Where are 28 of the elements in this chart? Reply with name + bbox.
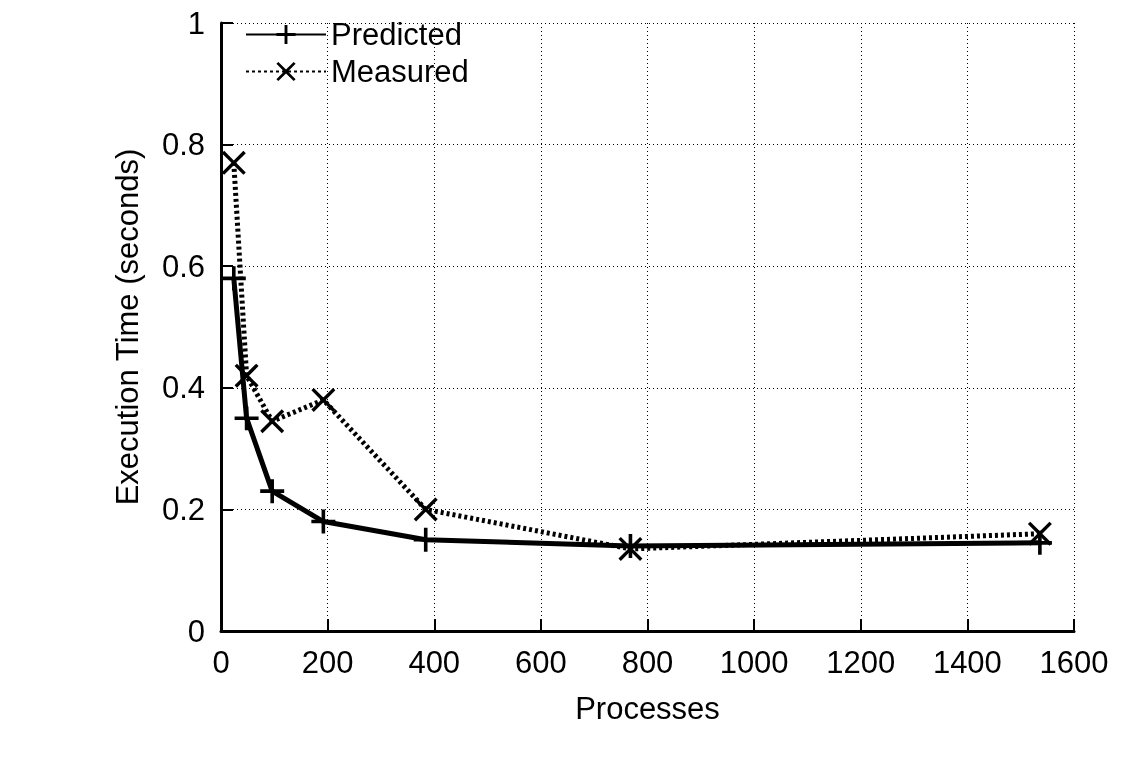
x-tick-label: 1200 xyxy=(826,645,896,680)
x-tick-label: 200 xyxy=(301,645,354,680)
y-tick-label: 1 xyxy=(187,5,205,41)
y-tick-label: 0.6 xyxy=(161,248,205,284)
point xyxy=(221,266,246,291)
x-tick-label: 800 xyxy=(621,645,674,680)
x-tick-label: 400 xyxy=(408,645,461,680)
x-axis-title: Processes xyxy=(575,691,720,726)
y-tick-label: 0.8 xyxy=(161,127,205,163)
point xyxy=(311,387,336,412)
y-tick-label: 0 xyxy=(187,613,205,649)
x-tick-label: 1000 xyxy=(719,645,789,680)
point xyxy=(234,363,259,388)
point xyxy=(413,497,438,522)
y-tick-label: 0.4 xyxy=(161,370,205,406)
x-tick-label: 1600 xyxy=(1039,645,1109,680)
legend-label: Predicted xyxy=(331,17,462,52)
y-tick-label: 0.2 xyxy=(161,491,205,527)
point xyxy=(260,409,285,434)
x-tick-label: 1400 xyxy=(932,645,1002,680)
point xyxy=(1027,521,1052,546)
y-axis-title: Execution Time (seconds) xyxy=(110,148,145,506)
point xyxy=(260,479,285,504)
legend-label: Measured xyxy=(331,54,469,89)
point xyxy=(221,150,246,175)
x-tick-label: 600 xyxy=(515,645,567,680)
x-tick-label: 0 xyxy=(212,645,230,680)
point xyxy=(234,406,259,431)
